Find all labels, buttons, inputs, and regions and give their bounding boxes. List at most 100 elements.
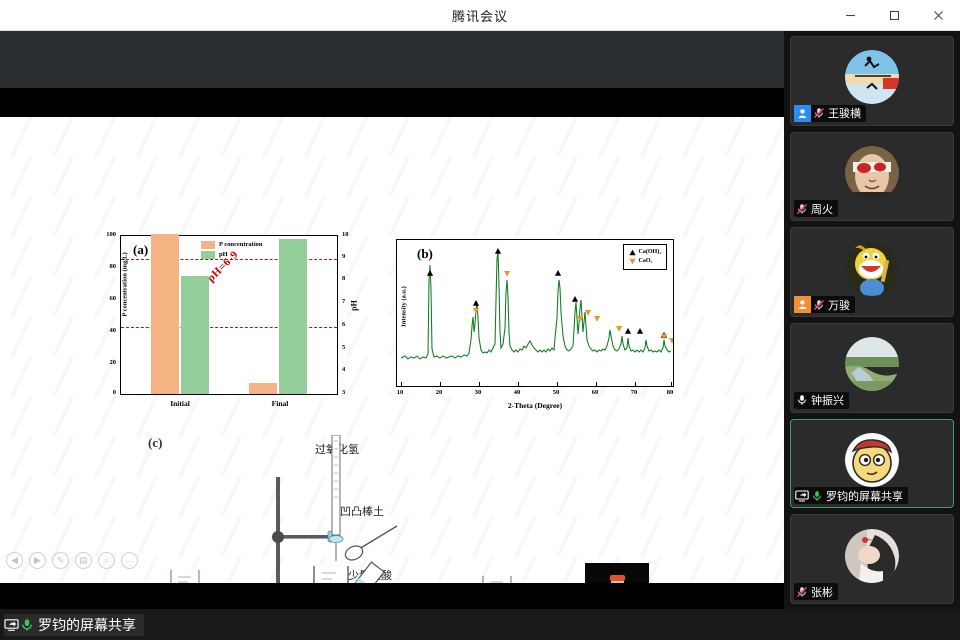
peak-marker-caoh2-51 — [571, 296, 579, 302]
avatar — [845, 146, 899, 200]
peak-marker-cao2-36 — [504, 271, 511, 277]
mic-active-icon — [19, 616, 34, 633]
peak-marker-cao2-53 — [585, 310, 592, 316]
mic-active-icon — [809, 487, 824, 504]
maximize-button[interactable] — [872, 0, 916, 31]
letterbox-top — [0, 31, 784, 88]
bar-initial-ph — [181, 276, 209, 394]
chart-b-xtick-10: 10 — [396, 389, 404, 396]
mic-icon — [794, 392, 809, 409]
chart-b-xtick-30: 30 — [474, 389, 482, 396]
chart-b-xtick-50: 50 — [552, 389, 560, 396]
chart-b-x-axis-label: 2-Theta (Degree) — [507, 401, 563, 410]
participant-name: 王骏横 — [828, 107, 861, 121]
chart-a-y2tick-7: 7 — [342, 298, 346, 305]
presentation-toolbar[interactable]: ◀ ▶ ✎ ▤ ⌕ ··· — [6, 552, 138, 569]
avatar — [845, 433, 899, 488]
chart-a-y2tick-3: 3 — [342, 389, 346, 396]
black-band-bottom — [0, 583, 784, 609]
participant-name: 罗钧的屏幕共享 — [826, 489, 903, 503]
reference-line-ph9 — [121, 258, 337, 260]
peak-marker-caoh2-63 — [624, 328, 632, 334]
peak-marker-caoh2-47 — [554, 270, 562, 276]
chart-b-xtick-80: 80 — [666, 389, 674, 396]
mic-muted-icon — [794, 200, 809, 217]
xrd-pattern-trace — [400, 251, 672, 360]
panel-label-b: (b) — [417, 246, 433, 261]
chart-b-legend: Ca(OH)₂ CaO₂ — [622, 244, 667, 270]
chart-a-ytick-20: 20 — [109, 359, 117, 366]
legend-item-caoh2: Ca(OH)₂ — [628, 248, 661, 257]
minimize-button[interactable] — [828, 0, 872, 31]
screen-share-icon — [4, 616, 19, 633]
close-button[interactable] — [916, 0, 960, 31]
peak-marker-caoh2-29 — [472, 300, 480, 306]
chart-panel-a: (a) P concentration pH — [106, 231, 358, 417]
participant-tile-2[interactable]: 万骏 — [790, 227, 954, 318]
participant-rail[interactable]: 王骏横 — [784, 31, 960, 609]
participant-tile-5[interactable]: 张彬 — [790, 514, 954, 605]
participant-tile-0[interactable]: 王骏横 — [790, 36, 954, 126]
label-attapulgite: 凹凸棒土 — [340, 505, 384, 518]
peak-marker-cao2-51 — [577, 316, 584, 322]
pen-tool-icon[interactable]: ✎ — [52, 552, 69, 569]
legend-label-cao2: CaO₂ — [638, 258, 653, 264]
chart-a-y2tick-5: 5 — [342, 344, 346, 351]
panel-label-a: (a) — [133, 242, 149, 257]
slide-menu-icon[interactable]: ▤ — [75, 552, 92, 569]
chart-a-bars — [121, 234, 337, 394]
legend-item-p-concentration: P concentration — [201, 240, 263, 250]
chart-b-xtick-70: 70 — [630, 389, 638, 396]
chart-a-y-axis-label: P concentration (mg/L) — [121, 252, 129, 317]
mic-muted-icon — [811, 296, 826, 313]
participant-tile-4[interactable]: 罗钧的屏幕共享 — [790, 418, 954, 509]
mic-muted-icon — [794, 583, 809, 600]
triangle-up-icon — [628, 249, 636, 256]
person-icon — [794, 296, 811, 314]
participant-tile-3[interactable]: 钟振兴 — [790, 323, 954, 413]
chart-b-xtick-40: 40 — [513, 389, 521, 396]
more-options-icon[interactable]: ··· — [121, 552, 138, 569]
peak-marker-cao2-54 — [594, 316, 601, 322]
spatula-icon — [344, 525, 398, 561]
beaker-calcium-hydroxide — [313, 566, 349, 583]
chart-a-plot: (a) P concentration pH — [120, 234, 338, 395]
peak-marker-caoh2-18 — [426, 270, 434, 276]
chart-a-y2tick-6: 6 — [342, 321, 346, 328]
shared-screen-stage[interactable]: (a) P concentration pH — [0, 31, 784, 609]
share-owner-label: 罗钧的屏幕共享 — [38, 617, 136, 634]
peak-marker-caoh2-64 — [636, 328, 644, 334]
participant-name: 张彬 — [811, 585, 833, 599]
legend-label-ph: pH — [219, 251, 228, 258]
legend-item-ph: pH — [201, 250, 263, 260]
chart-b-y-axis-label: Intensity (a.u.) — [400, 286, 408, 327]
name-bar: 万骏 — [794, 296, 855, 314]
peak-marker-cao2-79 — [669, 338, 673, 344]
bar-final-ph — [279, 239, 307, 394]
triangle-down-icon — [628, 258, 636, 265]
chart-a-legend: P concentration pH — [201, 240, 263, 260]
active-share-chip[interactable]: 罗钧的屏幕共享 — [4, 613, 144, 636]
reference-line-ph6 — [121, 327, 337, 329]
window-controls — [828, 0, 960, 31]
title-bar: 腾讯会议 — [0, 0, 960, 31]
legend-label-caoh2: Ca(OH)₂ — [638, 249, 661, 255]
burette — [328, 435, 344, 561]
black-band-top — [0, 88, 784, 117]
zoom-tool-icon[interactable]: ⌕ — [98, 552, 115, 569]
previous-slide-icon[interactable]: ◀ — [6, 552, 23, 569]
peak-marker-cao2-61 — [616, 326, 623, 332]
screen-share-icon — [794, 487, 809, 504]
next-slide-icon[interactable]: ▶ — [29, 552, 46, 569]
legend-swatch-green — [201, 251, 215, 259]
chart-a-y2-axis-label: pH — [349, 300, 359, 311]
mic-muted-icon — [811, 105, 826, 122]
chart-a-category-final: Final — [271, 399, 289, 408]
schematic-panel-c: (c) 过氧化氢 凹凸棒土 少量盐酸 氯化钙 + 水 氢氧化钙等水溶液 — [130, 427, 690, 583]
name-bar: 罗钧的屏幕共享 — [794, 487, 908, 505]
chart-a-ytick-60: 60 — [109, 295, 117, 302]
name-bar: 王骏横 — [794, 104, 866, 122]
window-title: 腾讯会议 — [451, 8, 508, 24]
participant-tile-1[interactable]: 周火 — [790, 131, 954, 222]
